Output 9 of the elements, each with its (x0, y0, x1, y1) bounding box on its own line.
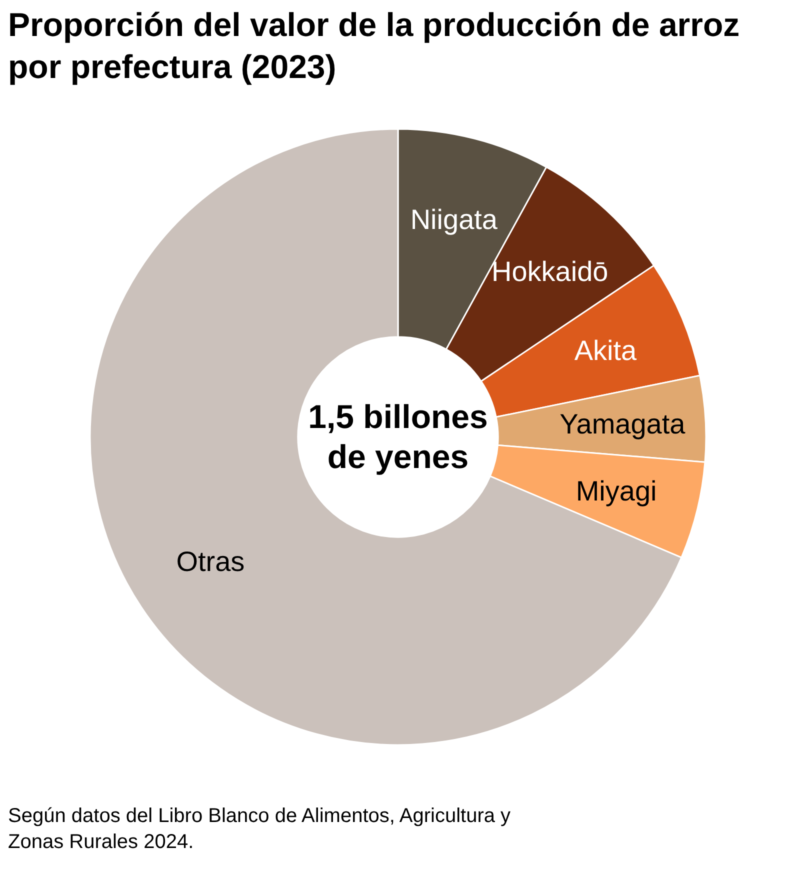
text: Según datos del Libro Blanco de Alimentos, Agricultura y Zonas Rurales 2024. (8, 805, 511, 853)
text: 1,5 billones de yenes (308, 398, 488, 475)
slice-label: Akita (574, 335, 638, 366)
slice-label: Hokkaidō (491, 256, 608, 287)
slice-label: Miyagi (576, 476, 657, 507)
slice-label: Otras (176, 546, 245, 577)
slice-label: Yamagata (560, 408, 686, 440)
chart-title: Proporción del valor de la producción de arroz por prefectura (2023) (8, 6, 740, 85)
slice-label: Niigata (410, 204, 498, 236)
